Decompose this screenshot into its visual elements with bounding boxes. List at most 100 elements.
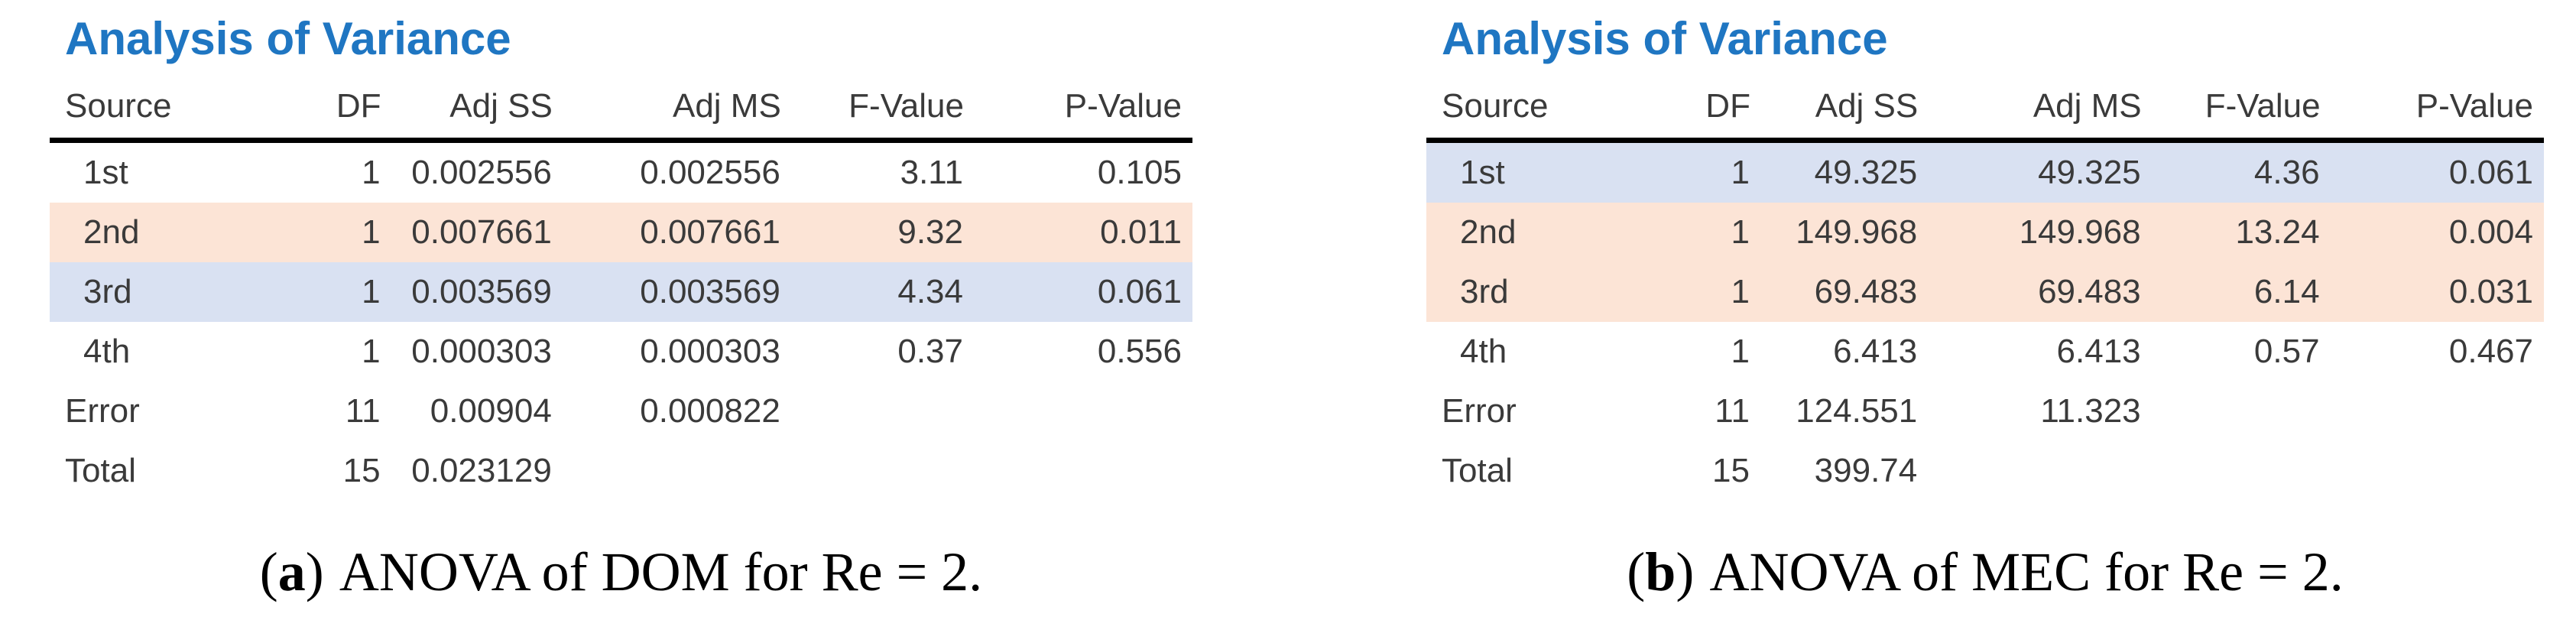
table-row: 1st 1 0.002556 0.002556 3.11 0.105 [50, 141, 1192, 203]
value-cell: 0.007661 [640, 213, 780, 251]
value-cell: 0.002556 [411, 154, 552, 191]
header-row: Source DF Adj SS Adj MS F-Value P-Value [50, 87, 1192, 143]
header-row: Source DF Adj SS Adj MS F-Value P-Value [1426, 87, 2544, 143]
caption-text: ANOVA of MEC for Re = 2. [1709, 541, 2344, 602]
value-cell: 11 [345, 392, 381, 430]
value-cell [964, 382, 1192, 441]
value-cell: 4.36 [2253, 154, 2320, 191]
value-cell: 0.061 [1097, 273, 1182, 310]
column-header-f-value: F-Value [2141, 87, 2321, 143]
value-cell: 69.483 [2038, 273, 2141, 310]
table-row: Error 11 0.00904 0.000822 [50, 382, 1192, 441]
source-cell: 3rd [1460, 273, 1509, 310]
value-cell [553, 441, 781, 501]
value-cell: 1 [362, 333, 381, 370]
value-cell: 149.968 [2019, 213, 2141, 251]
value-cell: 0.003569 [411, 273, 552, 310]
value-cell: 0.031 [2448, 273, 2533, 310]
anova-panel-b: Analysis of Variance Source DF Adj SS Ad… [1426, 14, 2544, 604]
source-cell: Total [1442, 452, 1513, 489]
table-row: 4th 1 6.413 6.413 0.57 0.467 [1426, 322, 2544, 382]
source-cell: 2nd [1460, 213, 1517, 251]
value-cell: 49.325 [2038, 154, 2141, 191]
value-cell [2321, 441, 2544, 501]
value-cell: 0.007661 [411, 213, 552, 251]
value-cell: 15 [342, 452, 381, 489]
source-cell: 3rd [83, 273, 132, 310]
table-row: Total 15 399.74 [1426, 441, 2544, 501]
value-cell: 15 [1712, 452, 1750, 489]
value-cell: 399.74 [1814, 452, 1918, 489]
column-header-df: DF [267, 87, 381, 143]
value-cell: 0.003569 [640, 273, 780, 310]
value-cell: 0.000303 [640, 333, 780, 370]
value-cell: 9.32 [897, 213, 963, 251]
subfigure-caption-b: (b) ANOVA of MEC for Re = 2. [1426, 541, 2544, 604]
source-cell: Error [65, 392, 140, 430]
table-row: Error 11 124.551 11.323 [1426, 382, 2544, 441]
value-cell: 49.325 [1814, 154, 1918, 191]
column-header-adj-ms: Adj MS [1918, 87, 2142, 143]
value-cell [781, 382, 964, 441]
column-header-adj-ms: Adj MS [552, 87, 781, 143]
caption-label: (b) [1627, 541, 1695, 602]
source-cell: 4th [1460, 333, 1507, 370]
caption-text: ANOVA of DOM for Re = 2. [339, 541, 983, 602]
table-row: 3rd 1 69.483 69.483 6.14 0.031 [1426, 262, 2544, 322]
source-cell: Total [65, 452, 136, 489]
value-cell [2321, 382, 2544, 441]
column-header-source: Source [50, 87, 268, 143]
caption-label: (a) [259, 541, 324, 602]
value-cell: 1 [1731, 273, 1750, 310]
value-cell: 1 [362, 213, 381, 251]
value-cell: 0.061 [2448, 154, 2533, 191]
value-cell: 0.000822 [640, 392, 780, 430]
value-cell [2142, 441, 2321, 501]
value-cell [1918, 441, 2141, 501]
value-cell: 6.14 [2253, 273, 2320, 310]
table-row: 1st 1 49.325 49.325 4.36 0.061 [1426, 140, 2544, 203]
column-header-p-value: P-Value [2320, 87, 2544, 143]
column-header-f-value: F-Value [780, 87, 964, 143]
value-cell: 3.11 [900, 154, 963, 191]
value-cell: 1 [362, 154, 381, 191]
table-row: 2nd 1 0.007661 0.007661 9.32 0.011 [50, 203, 1192, 262]
source-cell: 4th [83, 333, 131, 370]
column-header-adj-ss: Adj SS [381, 87, 553, 143]
value-cell: 1 [362, 273, 381, 310]
value-cell: 69.483 [1814, 273, 1918, 310]
table-row: 2nd 1 149.968 149.968 13.24 0.004 [1426, 203, 2544, 262]
value-cell: 124.551 [1796, 392, 1918, 430]
anova-panel-a: Analysis of Variance Source DF Adj SS Ad… [50, 14, 1192, 604]
column-header-source: Source [1426, 87, 1639, 143]
column-header-adj-ss: Adj SS [1750, 87, 1919, 143]
column-header-df: DF [1638, 87, 1750, 143]
column-header-p-value: P-Value [963, 87, 1192, 143]
value-cell [781, 441, 964, 501]
value-cell: 0.467 [2448, 333, 2533, 370]
value-cell: 0.002556 [640, 154, 780, 191]
value-cell: 1 [1731, 333, 1750, 370]
value-cell: 0.37 [897, 333, 963, 370]
value-cell [964, 441, 1192, 501]
value-cell: 0.00904 [430, 392, 552, 430]
value-cell: 0.105 [1097, 154, 1182, 191]
source-cell: 1st [83, 154, 128, 191]
value-cell: 0.000303 [411, 333, 552, 370]
source-cell: 2nd [83, 213, 140, 251]
value-cell [2142, 382, 2321, 441]
value-cell: 4.34 [897, 273, 963, 310]
value-cell: 0.57 [2253, 333, 2320, 370]
table-row: 3rd 1 0.003569 0.003569 4.34 0.061 [50, 262, 1192, 322]
value-cell: 6.413 [2056, 333, 2141, 370]
value-cell: 11 [1715, 392, 1750, 430]
value-cell: 6.413 [1833, 333, 1918, 370]
source-cell: Error [1442, 392, 1517, 430]
value-cell: 1 [1731, 213, 1750, 251]
anova-title: Analysis of Variance [1442, 13, 1888, 64]
anova-table-a: Source DF Adj SS Adj MS F-Value P-Value … [50, 87, 1192, 501]
anova-table-b: Source DF Adj SS Adj MS F-Value P-Value … [1426, 87, 2544, 501]
value-cell: 0.023129 [411, 452, 552, 489]
value-cell: 1 [1731, 154, 1750, 191]
value-cell: 13.24 [2235, 213, 2320, 251]
